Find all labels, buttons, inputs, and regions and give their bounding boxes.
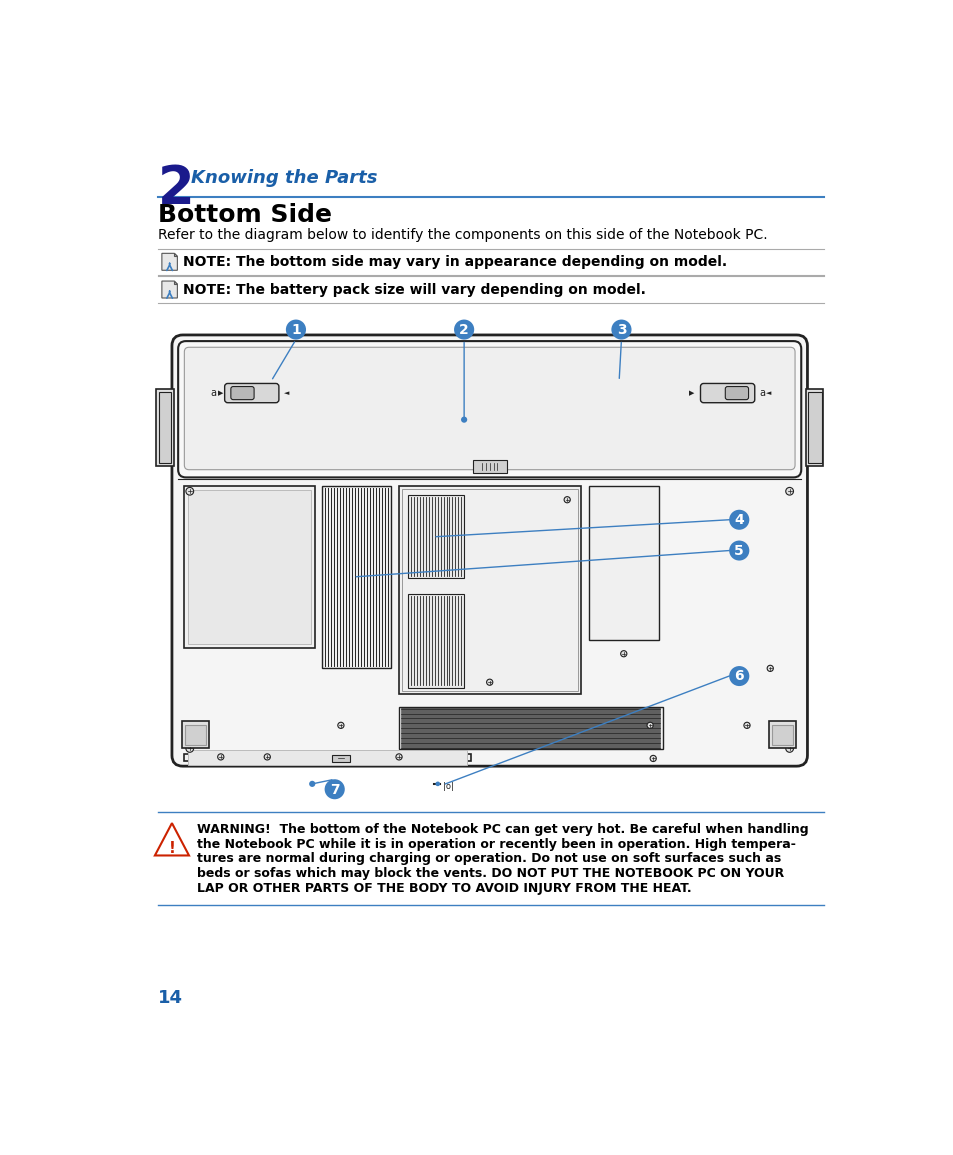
Text: 3: 3 <box>616 323 625 337</box>
Text: |o|: |o| <box>443 782 454 791</box>
Circle shape <box>785 487 793 495</box>
Bar <box>768 722 795 748</box>
FancyBboxPatch shape <box>184 348 794 470</box>
Circle shape <box>486 679 493 685</box>
Polygon shape <box>154 824 189 856</box>
Bar <box>188 490 311 643</box>
Bar <box>771 724 792 745</box>
Circle shape <box>435 782 439 787</box>
Circle shape <box>324 780 344 799</box>
FancyBboxPatch shape <box>700 383 754 403</box>
Text: ▶: ▶ <box>688 389 693 396</box>
Circle shape <box>728 509 748 530</box>
Text: 6: 6 <box>734 670 743 684</box>
Polygon shape <box>174 253 177 256</box>
Circle shape <box>395 754 402 760</box>
Bar <box>156 389 173 465</box>
Text: NOTE: The battery pack size will vary depending on model.: NOTE: The battery pack size will vary de… <box>183 283 645 297</box>
Text: Bottom Side: Bottom Side <box>158 203 332 228</box>
Text: 2: 2 <box>158 163 194 215</box>
FancyBboxPatch shape <box>178 341 801 477</box>
Bar <box>807 392 821 463</box>
Text: 14: 14 <box>158 990 183 1007</box>
Bar <box>188 750 467 765</box>
Text: Refer to the diagram below to identify the components on this side of the Notebo: Refer to the diagram below to identify t… <box>158 228 767 241</box>
Text: beds or sofas which may block the vents. DO NOT PUT THE NOTEBOOK PC ON YOUR: beds or sofas which may block the vents.… <box>196 867 783 880</box>
Circle shape <box>186 745 193 752</box>
Bar <box>588 486 658 640</box>
Text: 2: 2 <box>458 323 469 337</box>
Text: tures are normal during charging or operation. Do not use on soft surfaces such : tures are normal during charging or oper… <box>196 852 781 865</box>
Circle shape <box>337 722 344 729</box>
Bar <box>398 486 580 694</box>
Text: 4: 4 <box>734 513 743 527</box>
Text: a: a <box>759 388 764 397</box>
Circle shape <box>620 650 626 657</box>
Circle shape <box>217 754 224 760</box>
Circle shape <box>743 722 749 729</box>
FancyBboxPatch shape <box>724 387 748 400</box>
Circle shape <box>264 754 270 760</box>
Text: Knowing the Parts: Knowing the Parts <box>191 170 376 187</box>
Text: 7: 7 <box>330 783 339 797</box>
Bar <box>332 754 350 762</box>
Circle shape <box>728 541 748 560</box>
Circle shape <box>460 417 467 423</box>
Circle shape <box>286 320 306 340</box>
Text: ◄: ◄ <box>284 389 289 396</box>
Bar <box>805 389 822 465</box>
Text: NOTE: The bottom side may vary in appearance depending on model.: NOTE: The bottom side may vary in appear… <box>183 255 726 269</box>
Circle shape <box>649 755 656 761</box>
Bar <box>408 594 464 687</box>
Text: LAP OR OTHER PARTS OF THE BODY TO AVOID INJURY FROM THE HEAT.: LAP OR OTHER PARTS OF THE BODY TO AVOID … <box>196 881 691 895</box>
Text: a: a <box>211 388 216 397</box>
Circle shape <box>785 745 793 752</box>
Bar <box>158 392 171 463</box>
Circle shape <box>766 665 773 671</box>
Text: 1: 1 <box>291 323 300 337</box>
Bar <box>472 461 506 472</box>
Circle shape <box>309 781 315 787</box>
Polygon shape <box>174 281 177 284</box>
Polygon shape <box>162 281 177 298</box>
Circle shape <box>454 320 474 340</box>
Text: ◄: ◄ <box>765 389 771 396</box>
Bar <box>184 486 314 648</box>
Circle shape <box>646 722 653 729</box>
Text: ▶: ▶ <box>218 389 223 396</box>
Bar <box>402 489 578 691</box>
Polygon shape <box>162 253 177 270</box>
FancyBboxPatch shape <box>172 335 806 766</box>
Bar <box>182 722 209 748</box>
Text: WARNING!  The bottom of the Notebook PC can get very hot. Be careful when handli: WARNING! The bottom of the Notebook PC c… <box>196 824 807 836</box>
Bar <box>185 724 206 745</box>
Bar <box>321 486 391 669</box>
Text: !: ! <box>169 841 175 856</box>
Text: the Notebook PC while it is in operation or recently been in operation. High tem: the Notebook PC while it is in operation… <box>196 837 795 851</box>
Circle shape <box>728 666 748 686</box>
Circle shape <box>611 320 631 340</box>
FancyBboxPatch shape <box>224 383 278 403</box>
Bar <box>408 495 464 579</box>
Bar <box>184 754 471 761</box>
Text: 5: 5 <box>734 544 743 558</box>
FancyBboxPatch shape <box>231 387 253 400</box>
Circle shape <box>563 497 570 502</box>
Bar <box>398 707 661 750</box>
Circle shape <box>186 487 193 495</box>
